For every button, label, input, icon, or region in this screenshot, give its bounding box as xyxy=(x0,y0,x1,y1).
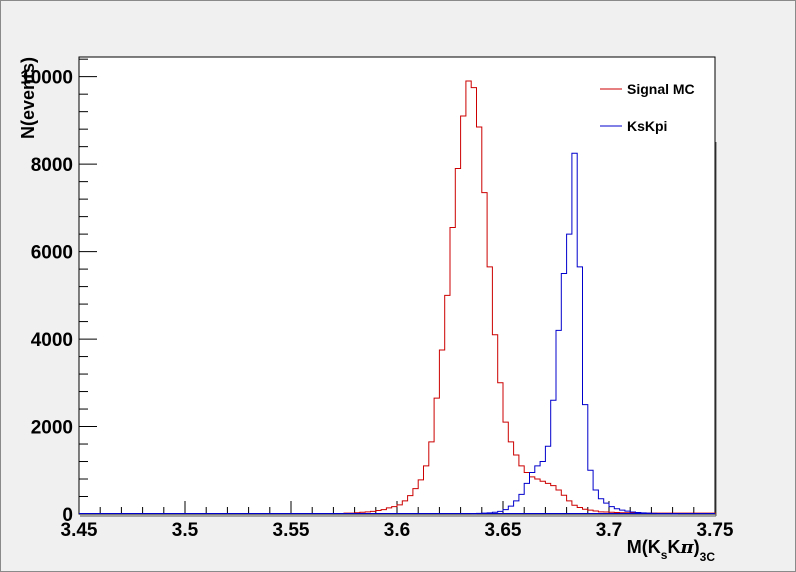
series-0-bin xyxy=(408,496,413,514)
series-1-bin xyxy=(482,513,487,514)
series-1-bin xyxy=(646,513,651,514)
series-1-bin xyxy=(577,267,582,514)
series-0-bin xyxy=(392,507,397,514)
series-0-bin xyxy=(498,383,503,514)
series-1-bin xyxy=(583,405,588,514)
series-1-bin xyxy=(636,512,641,514)
series-0-bin xyxy=(450,228,455,514)
series-0-bin xyxy=(508,442,513,514)
series-0-bin xyxy=(455,169,460,514)
x-tick-label: 3.7 xyxy=(596,520,622,541)
x-tick-label: 3.6 xyxy=(384,520,410,541)
series-1-bin xyxy=(556,330,561,514)
series-1-bin xyxy=(535,466,540,514)
y-tick-label: 2000 xyxy=(31,418,73,439)
series-1-bin xyxy=(604,503,609,514)
series-1-histogram xyxy=(470,152,679,515)
x-axis-title: M(KsKπ)3C xyxy=(627,537,716,564)
series-0-bin xyxy=(429,442,434,514)
series-0-bin xyxy=(434,398,439,514)
series-0-bin xyxy=(413,489,418,514)
legend: Signal MC KsKpi xyxy=(600,81,695,134)
series-1-bin xyxy=(487,513,492,514)
y-tick-label: 6000 xyxy=(31,243,73,264)
x-tick-label: 3.5 xyxy=(172,520,199,541)
series-1-bin xyxy=(545,446,550,514)
series-1-bin xyxy=(630,512,635,514)
series-0-bin xyxy=(461,116,466,514)
y-tick-label: 10000 xyxy=(20,68,73,89)
series-1-bin xyxy=(588,470,593,514)
series-1-bin xyxy=(519,494,524,514)
series-1-bin xyxy=(508,506,513,514)
series-0-bin xyxy=(397,505,402,514)
series-0-bin xyxy=(466,81,471,514)
series-1-bin xyxy=(551,400,556,514)
series-1-bin xyxy=(540,462,545,514)
series-1-bin xyxy=(561,273,566,514)
plot-area xyxy=(78,56,716,515)
series-0-histogram xyxy=(343,80,716,514)
series-1-bin xyxy=(492,512,497,514)
series-0-bin xyxy=(424,466,429,514)
series-1-bin xyxy=(593,490,598,514)
y-axis-title: N(events) xyxy=(18,57,38,139)
y-tick-label: 0 xyxy=(62,505,73,526)
series-0-bin xyxy=(445,295,450,514)
series-1-bin xyxy=(498,511,503,514)
y-axis-tick-labels: 0 2000 4000 6000 8000 10000 xyxy=(20,68,73,526)
x-tick-label: 3.75 xyxy=(697,520,734,541)
series-1-bin xyxy=(514,501,519,514)
legend-label-signal-mc: Signal MC xyxy=(627,81,695,97)
y-tick-label: 8000 xyxy=(31,155,73,176)
series-0-bin xyxy=(482,193,487,514)
series-1-bin xyxy=(614,509,619,514)
series-0-bin xyxy=(487,267,492,514)
x-axis-ticks xyxy=(78,501,716,514)
series-0-bin xyxy=(503,422,508,514)
series-1-bin xyxy=(572,153,577,514)
series-1-bin xyxy=(503,510,508,514)
series-1-bin xyxy=(651,513,656,514)
series-1-bin xyxy=(625,511,630,514)
x-tick-label: 3.45 xyxy=(61,520,98,541)
series-0-bin xyxy=(439,350,444,514)
series-layer xyxy=(79,80,716,515)
series-0-bin xyxy=(418,480,423,514)
series-1-bin xyxy=(477,513,482,514)
series-0-bin xyxy=(477,127,482,514)
x-axis-tick-labels: 3.45 3.5 3.55 3.6 3.65 3.7 3.75 xyxy=(61,520,734,541)
x-tick-label: 3.65 xyxy=(485,520,522,541)
x-tick-label: 3.55 xyxy=(273,520,310,541)
series-1-bin xyxy=(598,499,603,514)
y-tick-label: 4000 xyxy=(31,330,73,351)
series-1-bin xyxy=(524,483,529,514)
series-1-bin xyxy=(641,513,646,514)
series-0-bin xyxy=(471,88,476,514)
series-1-bin xyxy=(530,472,535,514)
series-1-bin xyxy=(609,507,614,514)
series-0-bin xyxy=(492,335,497,514)
legend-label-kskpi: KsKpi xyxy=(627,118,667,134)
series-1-bin xyxy=(567,234,572,514)
series-1-bin xyxy=(620,510,625,514)
series-0-bin xyxy=(402,501,407,514)
